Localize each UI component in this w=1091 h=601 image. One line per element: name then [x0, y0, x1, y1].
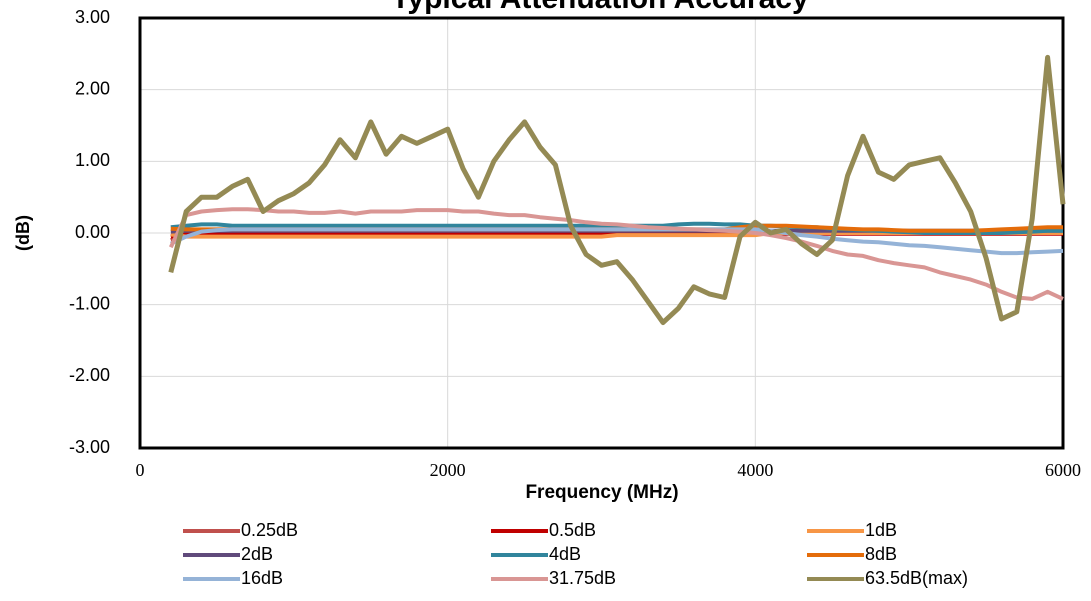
- y-tick-label: -1.00: [69, 293, 110, 313]
- legend-label: 16dB: [241, 568, 283, 588]
- x-tick-label: 0: [136, 460, 145, 480]
- chart-title: Typical Attenuation Accuracy: [391, 0, 809, 15]
- x-tick-label: 6000: [1045, 460, 1081, 480]
- legend-label: 1dB: [865, 520, 897, 540]
- series-line: [168, 54, 1066, 326]
- y-tick-label: -3.00: [69, 437, 110, 457]
- legend-label: 31.75dB: [549, 568, 616, 588]
- legend-label: 2dB: [241, 544, 273, 564]
- y-tick-label: 3.00: [75, 7, 110, 27]
- legend-label: 0.25dB: [241, 520, 298, 540]
- series-line: [169, 227, 1064, 256]
- x-tick-label: 2000: [430, 460, 466, 480]
- x-axis-label: Frequency (MHz): [525, 482, 678, 503]
- y-axis-label: (dB): [13, 215, 33, 251]
- legend-label: 8dB: [865, 544, 897, 564]
- x-tick-label: 4000: [737, 460, 773, 480]
- legend-label: 0.5dB: [549, 520, 596, 540]
- legend-label: 63.5dB(max): [865, 568, 968, 588]
- y-tick-label: -2.00: [69, 365, 110, 385]
- y-tick-label: 0.00: [75, 222, 110, 242]
- y-tick-label: 2.00: [75, 78, 110, 98]
- y-tick-label: 1.00: [75, 150, 110, 170]
- legend-label: 4dB: [549, 544, 581, 564]
- series-line: [168, 207, 1064, 301]
